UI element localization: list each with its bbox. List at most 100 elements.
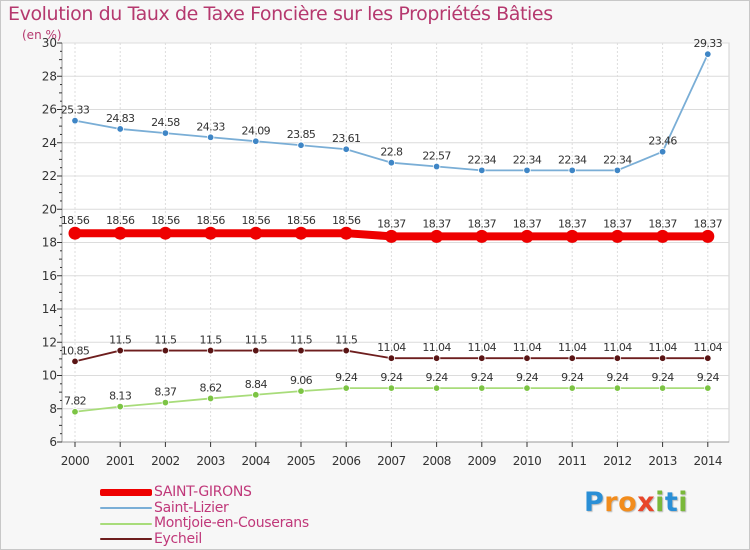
data-point: [432, 384, 441, 392]
logo-letter: o: [618, 487, 638, 518]
y-tick-label: 30: [42, 36, 57, 50]
data-label: 18.37: [694, 217, 723, 230]
data-label: 25.33: [61, 104, 90, 117]
data-label: 18.56: [242, 214, 271, 227]
data-point: [206, 133, 215, 141]
data-label: 9.24: [561, 371, 584, 384]
data-label: 23.85: [287, 128, 316, 141]
legend-swatch: [100, 507, 152, 510]
data-label: 24.09: [242, 124, 271, 137]
data-point: [342, 346, 350, 355]
data-point: [523, 166, 531, 175]
logo-letter: i: [678, 487, 689, 518]
y-tick-label: 22: [42, 169, 57, 183]
data-point: [71, 357, 79, 366]
legend-swatch: [100, 489, 152, 497]
data-label: 18.56: [196, 214, 225, 227]
data-label: 11.04: [377, 341, 406, 354]
legend-swatch: [100, 522, 152, 525]
data-point: [568, 384, 576, 392]
legend-swatch: [100, 538, 152, 541]
data-label: 11.5: [290, 334, 313, 347]
data-label: 11.5: [154, 334, 177, 347]
x-tick-label: 2014: [694, 454, 723, 468]
data-point: [206, 394, 215, 403]
data-label: 9.24: [652, 371, 675, 384]
legend-item-eycheil: Eycheil: [100, 530, 309, 548]
y-tick-label: 6: [49, 435, 57, 449]
data-point: [656, 229, 670, 243]
x-tick-label: 2008: [422, 454, 451, 468]
data-point: [704, 384, 712, 392]
data-point: [432, 354, 441, 362]
data-label: 9.24: [471, 371, 494, 384]
data-point: [610, 229, 624, 243]
data-point: [613, 354, 622, 362]
data-label: 29.33: [694, 37, 723, 50]
data-label: 18.37: [422, 217, 451, 230]
data-point: [297, 346, 305, 355]
data-label: 18.56: [106, 214, 135, 227]
data-point: [387, 384, 396, 392]
x-tick-label: 2002: [151, 454, 180, 468]
data-point: [387, 158, 396, 167]
legend: SAINT-GIRONS Saint-Lizier Montjoie-en-Co…: [100, 485, 309, 547]
data-label: 18.37: [603, 217, 632, 230]
data-point: [342, 384, 350, 392]
x-tick-label: 2010: [513, 454, 542, 468]
data-label: 18.56: [287, 214, 316, 227]
data-point: [342, 145, 350, 153]
data-label: 22.34: [513, 153, 542, 166]
data-point: [478, 384, 486, 392]
data-label: 9.24: [380, 371, 403, 384]
data-label: 24.58: [151, 116, 180, 129]
data-point: [297, 387, 305, 395]
legend-item-montjoie: Montjoie-en-Couserans: [100, 516, 309, 532]
y-tick-label: 18: [42, 236, 57, 250]
data-point: [658, 354, 667, 362]
y-tick-label: 28: [42, 69, 57, 83]
data-point: [206, 346, 215, 355]
data-label: 11.04: [468, 341, 497, 354]
data-label: 8.62: [200, 381, 222, 394]
data-label: 22.8: [380, 146, 403, 159]
logo-letter: x: [637, 487, 656, 518]
chart-title: Evolution du Taux de Taxe Foncière sur l…: [8, 3, 553, 25]
data-point: [204, 226, 218, 240]
data-label: 11.04: [558, 341, 587, 354]
data-label: 11.5: [335, 334, 358, 347]
y-tick-label: 24: [42, 136, 57, 150]
x-tick-label: 2007: [377, 454, 406, 468]
legend-item-saint-girons: SAINT-GIRONS: [100, 485, 309, 501]
x-tick-label: 2004: [242, 454, 271, 468]
data-point: [658, 148, 667, 156]
data-label: 9.24: [426, 371, 449, 384]
legend-label: Eycheil: [154, 530, 202, 547]
x-tick-label: 2005: [287, 454, 316, 468]
logo-letter: P: [584, 487, 605, 518]
data-label: 11.5: [245, 334, 268, 347]
data-point: [478, 354, 486, 362]
data-point: [339, 226, 353, 240]
x-tick-label: 2006: [332, 454, 361, 468]
data-point: [432, 162, 441, 171]
proxiti-logo: Proxiti: [584, 487, 688, 518]
data-label: 18.56: [61, 214, 90, 227]
data-label: 22.34: [558, 153, 587, 166]
data-point: [565, 229, 579, 243]
data-point: [613, 384, 622, 392]
data-point: [161, 129, 170, 137]
data-point: [249, 226, 263, 240]
data-label: 8.84: [245, 378, 268, 391]
data-point: [116, 346, 124, 355]
data-point: [116, 402, 124, 411]
data-label: 11.5: [200, 334, 223, 347]
data-point: [384, 229, 398, 243]
data-point: [294, 226, 308, 240]
data-label: 9.06: [290, 374, 313, 387]
y-tick-label: 14: [42, 302, 57, 316]
data-point: [116, 125, 124, 133]
legend-label: Saint-Lizier: [154, 499, 229, 516]
data-point: [68, 226, 82, 240]
